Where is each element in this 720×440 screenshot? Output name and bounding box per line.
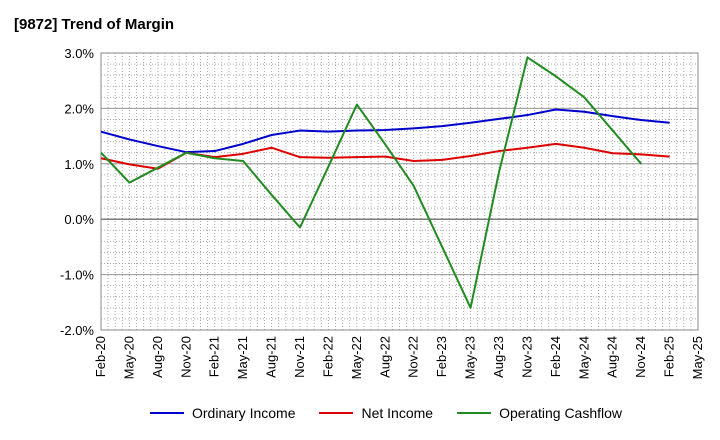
y-tick-label: 3.0%	[64, 46, 94, 61]
y-tick-label: 1.0%	[64, 157, 94, 172]
legend-item-operating-cashflow: Operating Cashflow	[457, 405, 622, 421]
y-tick-label: 0.0%	[64, 212, 94, 227]
y-tick-label: 2.0%	[64, 101, 94, 116]
series-line-operating-cashflow	[100, 56, 642, 309]
x-tick-label: Nov-21	[292, 336, 307, 378]
x-tick-label: May-24	[576, 336, 591, 379]
x-tick-label: Nov-20	[178, 336, 193, 378]
x-tick-label: May-21	[235, 336, 250, 379]
legend-swatch-operating-cashflow	[457, 412, 492, 414]
series-line-net-income	[100, 142, 670, 170]
grid-lines	[101, 52, 698, 331]
x-tick-label: Feb-20	[93, 336, 108, 377]
x-tick-label: Nov-24	[633, 336, 648, 378]
x-tick-label: Aug-23	[491, 336, 506, 378]
x-tick-label: Feb-21	[207, 336, 222, 377]
x-tick-label: Feb-24	[548, 336, 563, 377]
legend-swatch-net-income	[319, 412, 354, 414]
x-tick-label: Feb-25	[662, 336, 677, 377]
x-tick-label: May-25	[690, 336, 705, 379]
x-tick-label: Nov-23	[519, 336, 534, 378]
chart-title: [9872] Trend of Margin	[14, 16, 175, 33]
x-axis: Feb-20 May-20 Aug-20 Nov-20 Feb-21 May-21 Aug-…	[93, 336, 705, 379]
legend-label-ordinary-income: Ordinary Income	[192, 405, 296, 421]
legend-label-net-income: Net Income	[361, 405, 434, 421]
legend-item-ordinary-income: Ordinary Income	[150, 405, 295, 421]
x-tick-label: Aug-24	[605, 336, 620, 378]
x-tick-label: Feb-23	[434, 336, 449, 377]
chart-legend: Ordinary Income Net Income Operating Cas…	[150, 405, 646, 421]
plot-frame	[100, 52, 699, 331]
x-tick-label: May-20	[121, 336, 136, 379]
y-tick-label: -2.0%	[60, 323, 94, 338]
x-tick-label: Feb-22	[320, 336, 335, 377]
legend-label-operating-cashflow: Operating Cashflow	[499, 405, 623, 421]
series-layer	[100, 56, 670, 309]
x-tick-label: May-23	[463, 336, 478, 379]
legend-item-net-income: Net Income	[319, 405, 433, 421]
legend-swatch-ordinary-income	[150, 412, 184, 414]
x-tick-label: Aug-22	[377, 336, 392, 378]
x-tick-label: Nov-22	[406, 336, 421, 378]
y-tick-label: -1.0%	[60, 268, 94, 283]
x-tick-label: Aug-20	[150, 336, 165, 378]
x-tick-label: May-22	[349, 336, 364, 379]
y-axis: 3.0% 2.0% 1.0% 0.0% -1.0% -2.0%	[60, 46, 94, 338]
x-tick-label: Aug-21	[264, 336, 279, 378]
series-line-ordinary-income	[100, 108, 670, 154]
